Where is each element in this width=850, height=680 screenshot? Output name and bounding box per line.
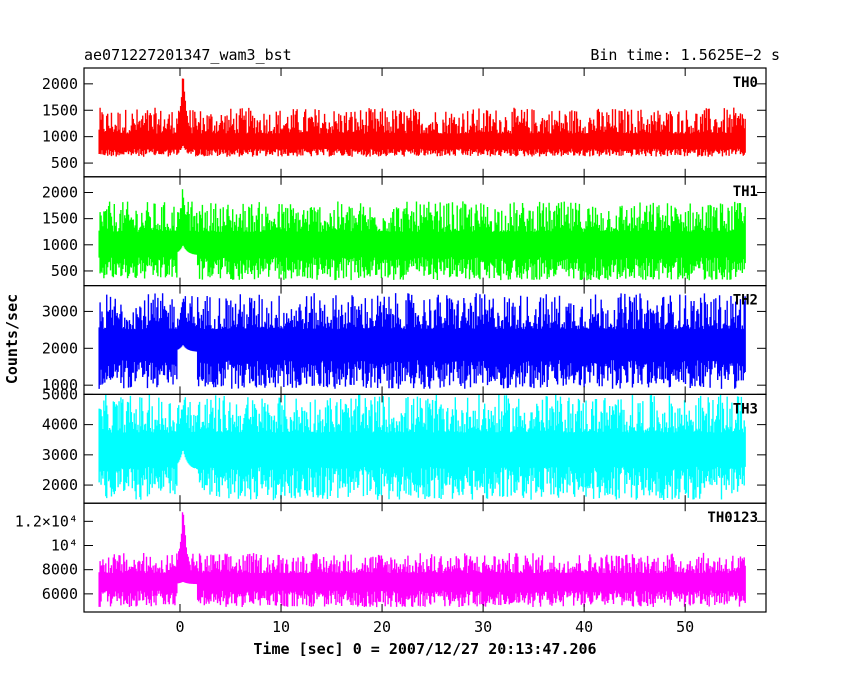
y-tick-label-TH3: 2000 — [42, 476, 78, 494]
y-tick-label-TH0: 1500 — [42, 101, 78, 119]
panel-label-TH0: TH0 — [733, 75, 758, 91]
y-tick-label-TH0123: 8000 — [42, 561, 78, 579]
y-tick-label-TH0: 500 — [51, 154, 78, 172]
x-tick-label: 50 — [676, 618, 694, 636]
x-tick-label: 20 — [373, 618, 391, 636]
y-tick-label-TH1: 500 — [51, 262, 78, 280]
x-tick-label: 0 — [175, 618, 184, 636]
y-tick-label-TH1: 1000 — [42, 236, 78, 254]
figure-title: ae071227201347_wam3_bst — [84, 46, 292, 64]
y-tick-label-TH2: 3000 — [42, 302, 78, 320]
y-tick-label-TH3: 5000 — [42, 385, 78, 403]
x-tick-label: 40 — [575, 618, 593, 636]
bin-time-label: Bin time: 1.5625E−2 s — [590, 46, 780, 64]
panel-frame-TH0123 — [83, 502, 767, 613]
y-tick-label-TH0: 1000 — [42, 128, 78, 146]
x-tick-label: 10 — [272, 618, 290, 636]
series-TH1 — [98, 189, 746, 281]
y-tick-label-TH3: 4000 — [42, 416, 78, 434]
series-TH0 — [98, 78, 746, 157]
series-TH3 — [98, 394, 746, 501]
y-tick-label-TH0123: 10⁴ — [51, 537, 78, 555]
y-tick-label-TH1: 1500 — [42, 210, 78, 228]
y-axis-title: Counts/sec — [3, 294, 21, 384]
y-tick-label-TH0123: 1.2×10⁴ — [15, 512, 78, 530]
panel-label-TH1: TH1 — [733, 184, 758, 200]
x-axis-title: Time [sec] 0 = 2007/12/27 20:13:47.206 — [253, 640, 596, 658]
y-tick-label-TH0123: 6000 — [42, 585, 78, 603]
panel-label-TH2: TH2 — [733, 293, 758, 309]
panel-label-TH0123: TH0123 — [707, 510, 758, 526]
series-TH2 — [98, 293, 746, 389]
y-tick-label-TH3: 3000 — [42, 446, 78, 464]
y-tick-label-TH2: 1000 — [42, 376, 78, 394]
y-tick-label-TH2: 2000 — [42, 339, 78, 357]
panel-label-TH3: TH3 — [733, 401, 758, 417]
y-tick-label-TH0: 2000 — [42, 75, 78, 93]
series-TH0123 — [98, 512, 746, 608]
y-tick-label-TH1: 2000 — [42, 183, 78, 201]
x-tick-label: 30 — [474, 618, 492, 636]
